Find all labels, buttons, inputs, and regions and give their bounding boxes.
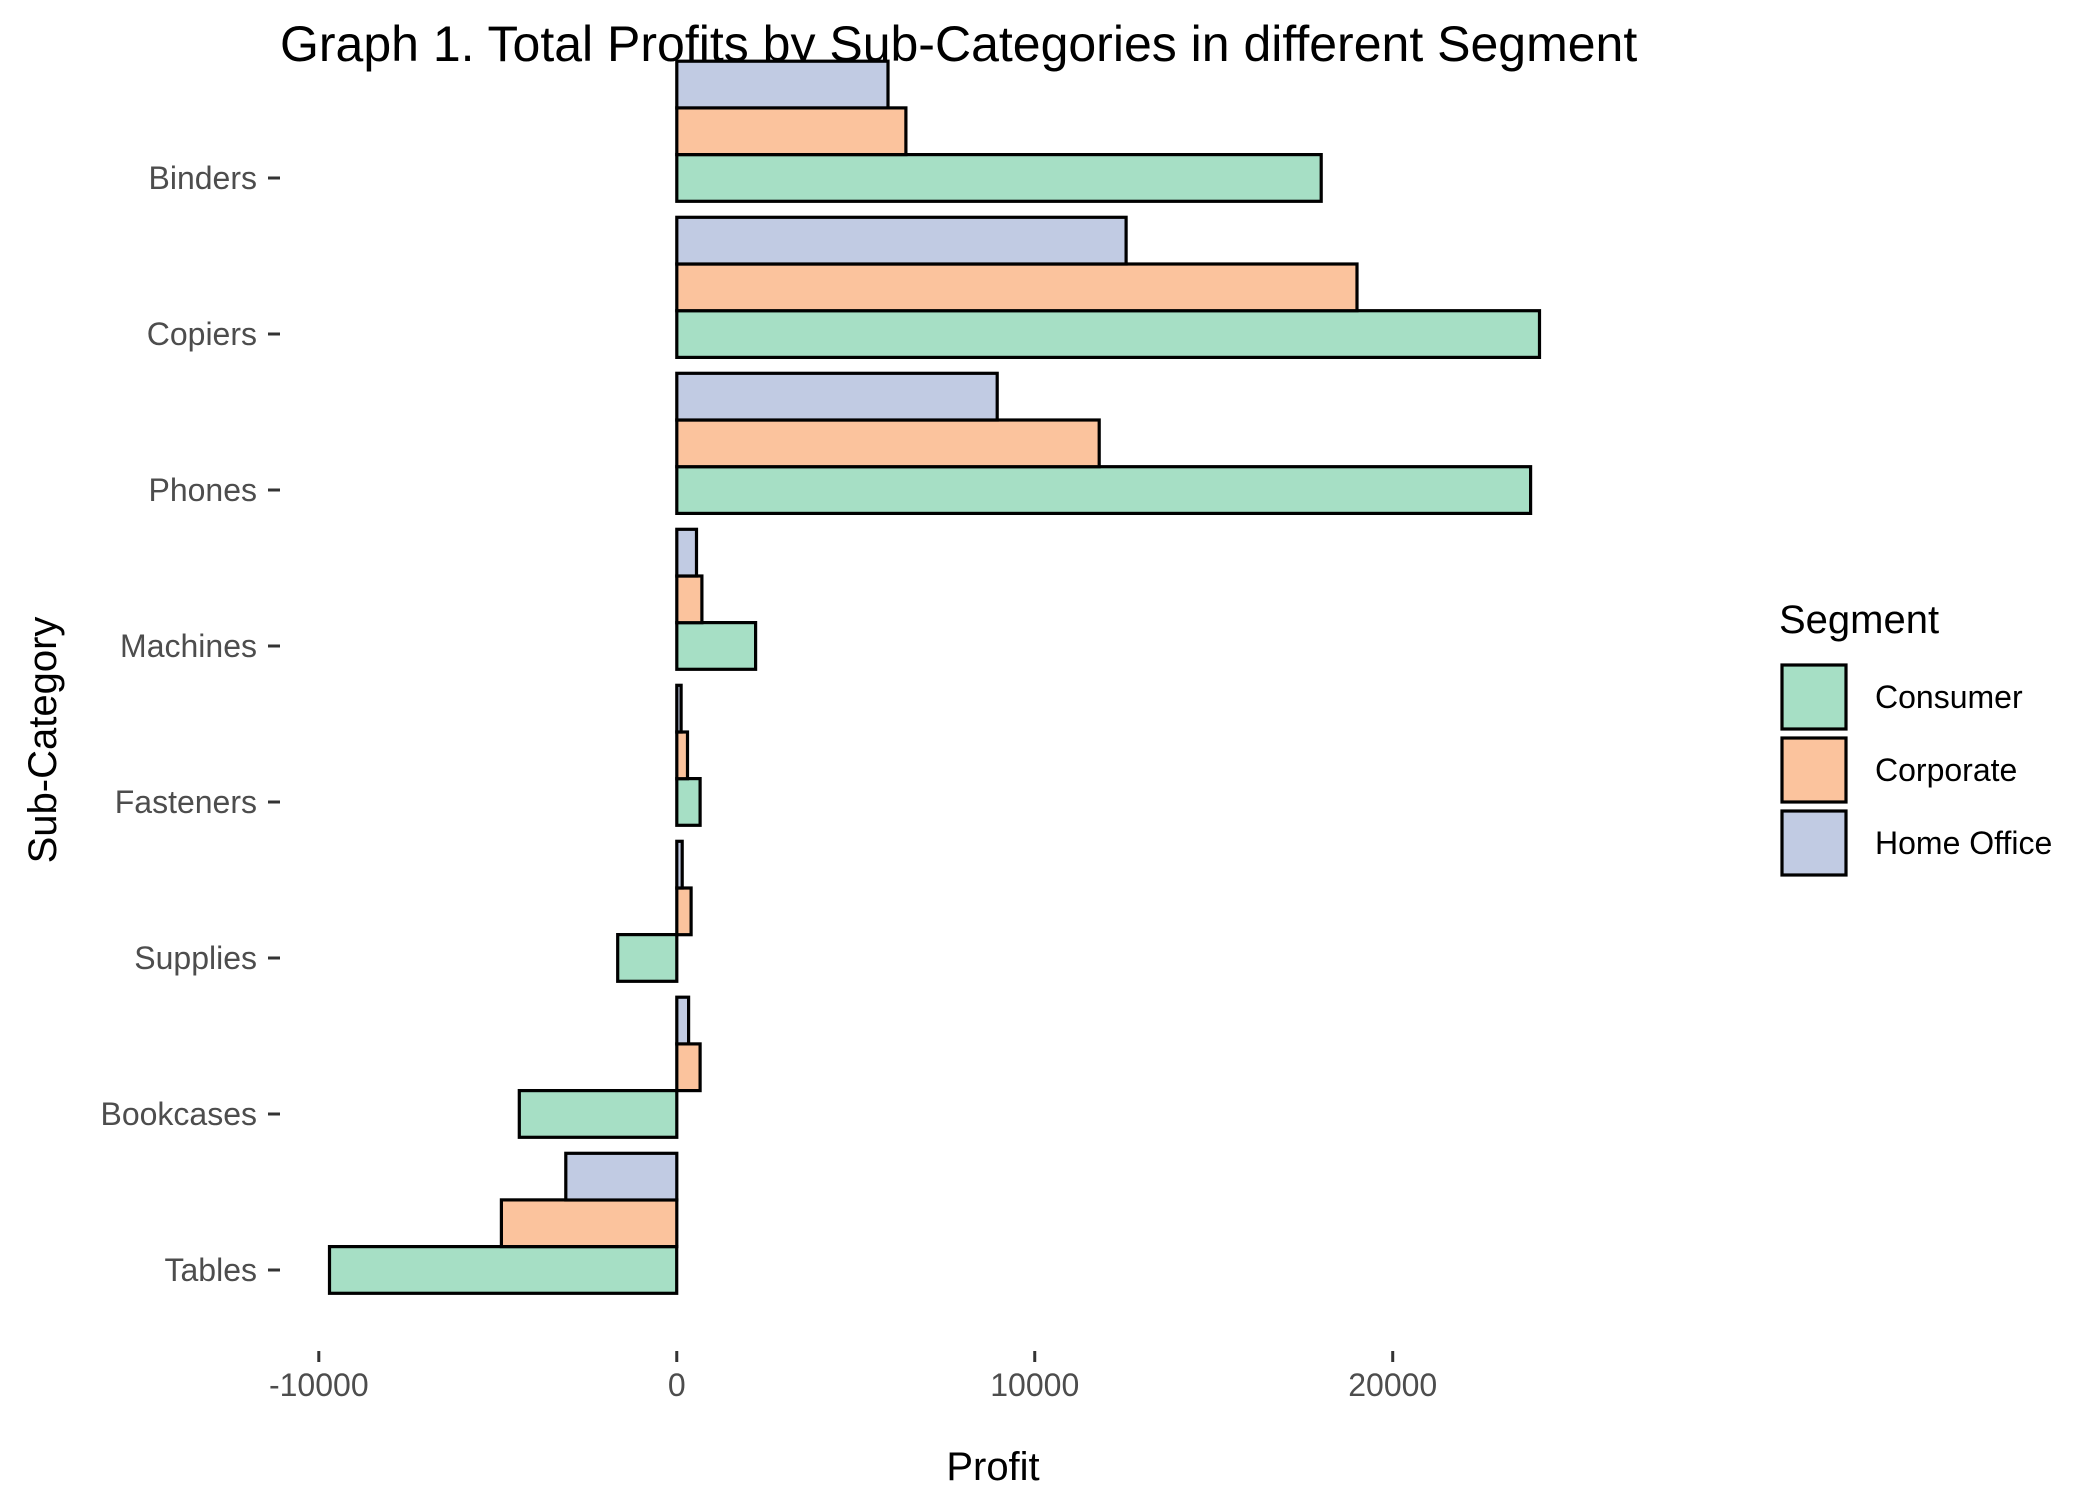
x-axis: -10000 0 10000 20000 bbox=[269, 1351, 1437, 1403]
y-tick-label-copiers: Copiers bbox=[147, 316, 257, 352]
bar-bookcases-home-office bbox=[675, 995, 691, 1046]
y-tick-label-fasteners: Fasteners bbox=[115, 784, 257, 820]
legend-swatch-home-office bbox=[1780, 809, 1848, 877]
x-tick-label-0: -10000 bbox=[269, 1367, 369, 1403]
bar-machines-home-office bbox=[675, 527, 699, 578]
y-axis-title: Sub-Category bbox=[21, 617, 65, 864]
bar-bookcases-corporate bbox=[675, 1042, 702, 1093]
bar-binders-corporate bbox=[675, 106, 908, 157]
y-tick-label-supplies: Supplies bbox=[134, 940, 257, 976]
bar-tables-home-office bbox=[564, 1151, 679, 1202]
bar-phones-consumer bbox=[675, 465, 1533, 516]
y-tick-label-tables: Tables bbox=[165, 1252, 258, 1288]
bar-supplies-consumer bbox=[616, 932, 679, 983]
bar-copiers-consumer bbox=[675, 309, 1542, 360]
legend-label-consumer: Consumer bbox=[1875, 679, 2023, 715]
bar-machines-consumer bbox=[675, 620, 758, 671]
bar-tables-corporate bbox=[499, 1198, 679, 1249]
bar-machines-corporate bbox=[675, 574, 704, 625]
bar-tables-consumer bbox=[327, 1244, 679, 1295]
bar-supplies-home-office bbox=[675, 839, 684, 890]
y-tick-label-machines: Machines bbox=[120, 628, 257, 664]
bars-layer bbox=[327, 59, 1542, 1295]
legend: Segment Consumer Corporate Home Office bbox=[1779, 598, 2052, 877]
legend-swatch-consumer bbox=[1780, 663, 1848, 731]
y-tick-label-binders: Binders bbox=[149, 160, 258, 196]
y-tick-label-phones: Phones bbox=[148, 472, 257, 508]
bar-binders-consumer bbox=[675, 153, 1323, 203]
x-tick-label-1: 0 bbox=[668, 1367, 686, 1403]
x-tick-label-3: 20000 bbox=[1348, 1367, 1437, 1403]
y-tick-label-bookcases: Bookcases bbox=[100, 1096, 257, 1132]
bar-supplies-corporate bbox=[675, 886, 693, 937]
bar-copiers-corporate bbox=[675, 262, 1359, 313]
legend-swatch-corporate bbox=[1780, 736, 1848, 804]
legend-label-corporate: Corporate bbox=[1875, 752, 2017, 788]
bar-phones-corporate bbox=[675, 418, 1101, 469]
chart-title: Graph 1. Total Profits by Sub-Categories… bbox=[280, 16, 1637, 72]
bar-binders-home-office bbox=[675, 59, 890, 110]
legend-title: Segment bbox=[1779, 598, 1939, 642]
bar-phones-home-office bbox=[675, 371, 999, 422]
bar-copiers-home-office bbox=[675, 215, 1128, 266]
legend-label-home-office: Home Office bbox=[1875, 825, 2052, 861]
x-tick-label-2: 10000 bbox=[990, 1367, 1079, 1403]
bar-fasteners-corporate bbox=[675, 730, 690, 781]
bar-bookcases-consumer bbox=[517, 1088, 679, 1139]
bar-fasteners-home-office bbox=[675, 683, 683, 734]
y-axis: Binders Copiers Phones Machines Fasteners Sup… bbox=[100, 160, 280, 1288]
bar-fasteners-consumer bbox=[675, 776, 702, 827]
x-axis-title: Profit bbox=[946, 1445, 1039, 1489]
